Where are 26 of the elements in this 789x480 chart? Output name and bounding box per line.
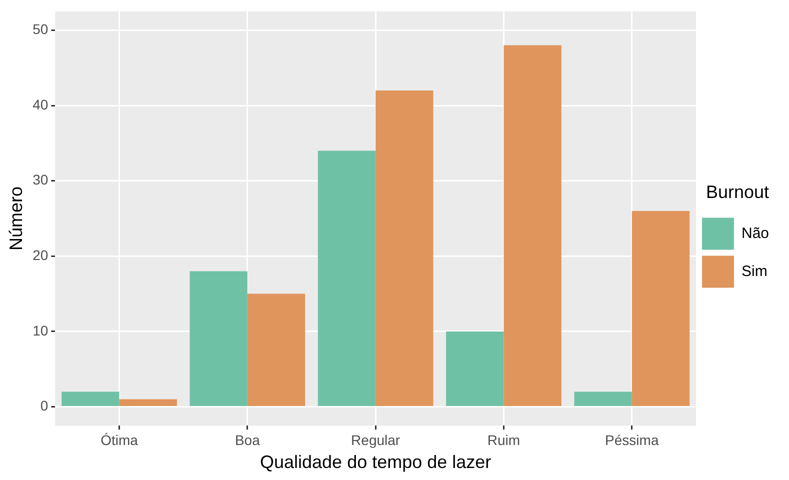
y-tick-label: 40	[32, 96, 48, 112]
y-tick-label: 20	[32, 247, 48, 264]
y-tick-label: 50	[32, 21, 48, 38]
bar	[376, 90, 434, 406]
x-tick-label: Regular	[351, 432, 400, 448]
bar	[119, 399, 177, 406]
y-tick-label: 0	[40, 398, 48, 414]
bar	[62, 392, 120, 406]
bar	[446, 331, 504, 406]
bar	[574, 392, 632, 406]
x-tick-label: Ótima	[100, 432, 138, 448]
bar	[190, 271, 248, 406]
y-tick-label: 30	[32, 172, 48, 188]
bar	[318, 150, 376, 406]
legend-label: Não	[741, 224, 770, 242]
y-tick-label: 10	[32, 322, 48, 338]
bar	[247, 294, 306, 406]
x-tick-label: Boa	[234, 432, 260, 448]
x-tick-label: Péssima	[605, 432, 659, 448]
legend-label: Sim	[741, 262, 768, 280]
y-axis-title: Número	[6, 186, 26, 251]
x-axis-title: Qualidade do tempo de lazer	[260, 452, 492, 472]
x-tick-label: Ruim	[487, 432, 520, 448]
bar	[504, 45, 562, 406]
legend-title: Burnout	[706, 182, 770, 202]
bar	[632, 210, 690, 406]
